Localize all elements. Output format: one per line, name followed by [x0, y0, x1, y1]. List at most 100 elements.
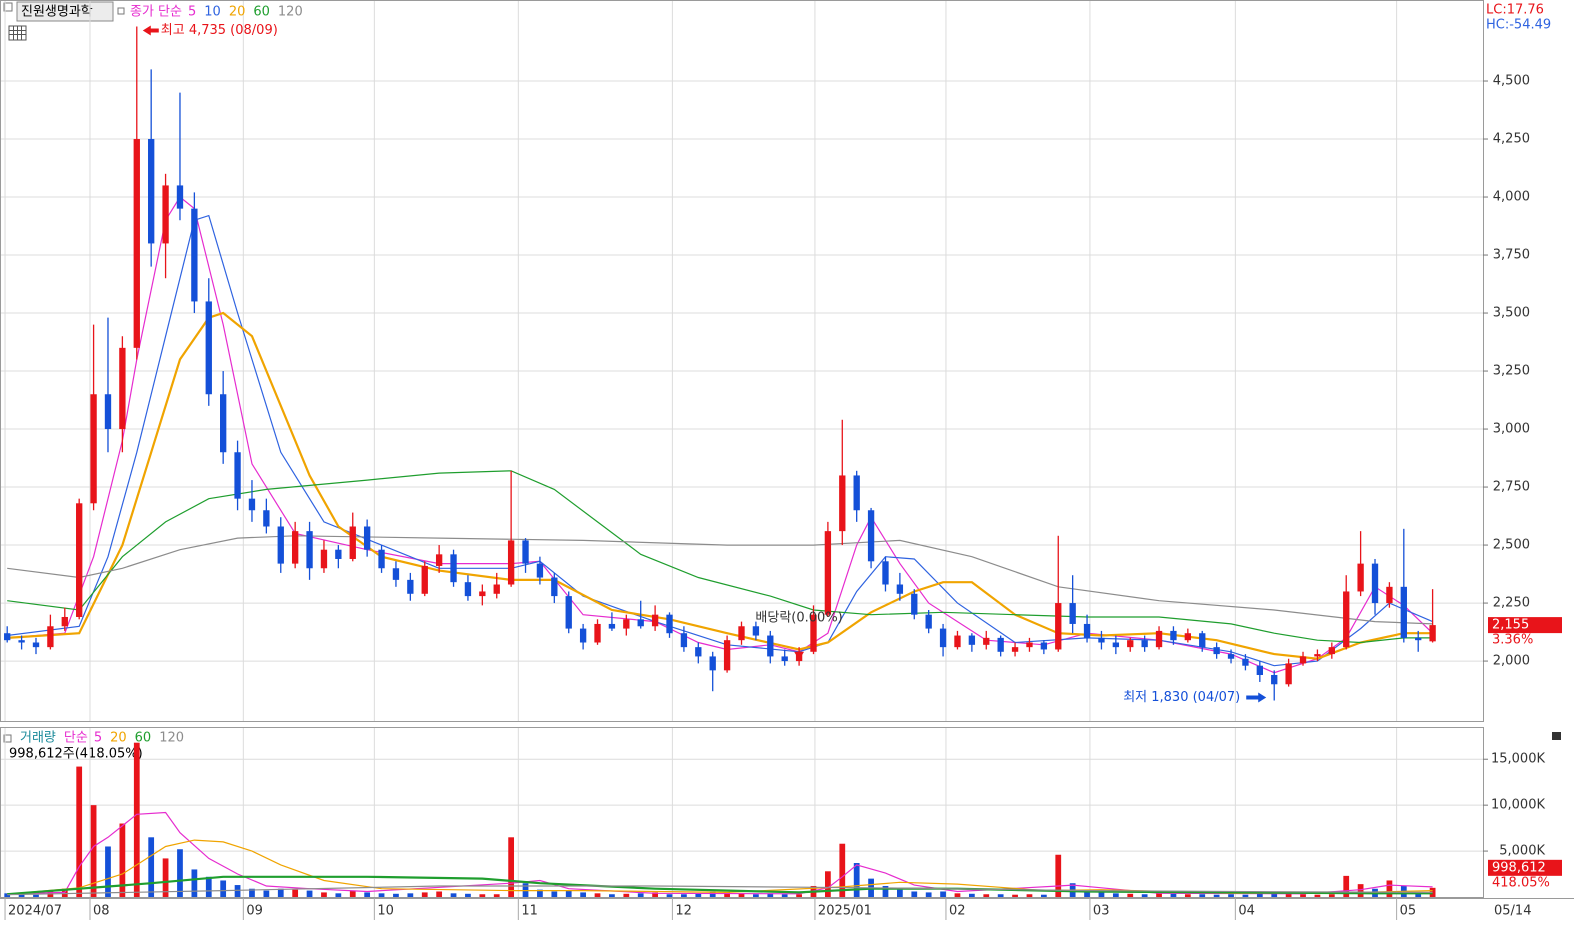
candle-body [666, 614, 673, 634]
volume-bar [321, 892, 327, 897]
candle-body [18, 640, 25, 643]
x-tick-label: 12 [675, 904, 692, 919]
candle-body [1386, 586, 1393, 604]
volume-bar [825, 871, 831, 897]
stock-button[interactable] [16, 1, 114, 22]
volume-bar [177, 849, 183, 897]
table-icon[interactable] [8, 25, 27, 41]
volume-bar [105, 846, 111, 897]
volume-bar [277, 888, 284, 897]
candle-body [47, 626, 54, 648]
candle-body [536, 563, 544, 578]
candle-body [61, 616, 68, 627]
candle-body [810, 614, 817, 652]
candle-body [1127, 640, 1134, 648]
x-tick-label: 10 [377, 904, 394, 919]
price-panel [0, 0, 1484, 722]
candle-body [291, 531, 299, 564]
volume-bar [1357, 884, 1364, 897]
volume-bar [839, 843, 846, 897]
candle-body [522, 540, 529, 564]
panel-icon[interactable] [3, 2, 13, 12]
volume-bar [191, 869, 198, 897]
volume-bar [753, 894, 759, 897]
candle-body [421, 565, 428, 594]
volume-bar [551, 891, 558, 897]
candle-body [1141, 640, 1148, 648]
candle-body [709, 656, 716, 671]
candle-body [133, 139, 140, 348]
y-tick-label: 2,250 [1493, 596, 1530, 611]
volume-bar [133, 742, 140, 897]
candle-body [637, 619, 644, 627]
event-note: 배당락(0.00%) [755, 611, 842, 626]
candle-body [306, 531, 313, 569]
candle-body [1400, 586, 1407, 638]
volume-bar [1285, 893, 1292, 897]
volume-bar [796, 894, 802, 897]
x-tick-label: 04 [1238, 904, 1255, 919]
candle-body [997, 637, 1004, 652]
volume-bar [925, 892, 932, 897]
ma-line [7, 885, 1433, 896]
volume-bar [724, 892, 730, 897]
candle-body [1055, 603, 1062, 650]
volume-bar [162, 858, 169, 897]
candle-body [349, 526, 356, 559]
candle-body [939, 628, 947, 648]
candle-body [1112, 642, 1120, 648]
volume-bar [292, 889, 299, 897]
volume-bar [681, 894, 687, 897]
candle-body [104, 394, 112, 430]
candle-body [1299, 656, 1307, 664]
candle-body [1083, 623, 1091, 638]
volume-bar [407, 893, 414, 897]
low-arrow [1246, 692, 1267, 703]
volume-bar [580, 892, 587, 897]
volume-bar [393, 893, 399, 897]
volume-bar [1184, 894, 1191, 897]
x-tick-label: 2024/07 [8, 904, 62, 919]
legend-entry: 20 [229, 5, 246, 20]
legend-entry: 120 [159, 731, 184, 746]
volume-bar [1328, 894, 1335, 897]
volume-bar [1199, 894, 1206, 897]
volume-bar [1314, 894, 1321, 897]
last-date: 05/14 [1494, 904, 1531, 919]
candle-body [234, 452, 241, 499]
candle-body [565, 596, 572, 629]
change-label: 3.36% [1492, 633, 1533, 648]
candle-body [4, 633, 11, 641]
volume-bar [896, 889, 903, 897]
candle-body [320, 549, 328, 569]
candle-body [723, 640, 731, 671]
candle-body [378, 549, 385, 569]
candle-body [608, 623, 616, 629]
candle-body [695, 647, 702, 657]
candle-body [594, 623, 601, 643]
volume-bar [234, 885, 241, 897]
candle-body [1343, 591, 1350, 648]
volume-bar [1242, 894, 1249, 897]
y-tick-label: 4,500 [1493, 74, 1530, 89]
stock-name[interactable]: 진원생명과학 [21, 5, 93, 20]
volume-bar [911, 891, 918, 897]
panel-icon[interactable] [3, 734, 12, 743]
volume-bar [479, 894, 486, 897]
candle-body [1227, 654, 1235, 659]
hc-label: HC:-54.49 [1486, 18, 1551, 33]
legend-entry: 60 [253, 5, 270, 20]
legend-entry: 5 [188, 5, 196, 20]
candle-body [1271, 674, 1278, 685]
y-tick-label: 2,500 [1493, 538, 1530, 553]
volume-bar [983, 894, 990, 897]
legend-title: 단순 [64, 731, 88, 746]
candle-body [911, 593, 918, 615]
last-volume-tag [1488, 859, 1562, 876]
legend-entry: 10 [204, 5, 221, 20]
volume-bar [263, 890, 270, 897]
close-button[interactable] [1552, 732, 1561, 740]
volume-bar [940, 891, 946, 897]
candle-body [450, 554, 457, 583]
